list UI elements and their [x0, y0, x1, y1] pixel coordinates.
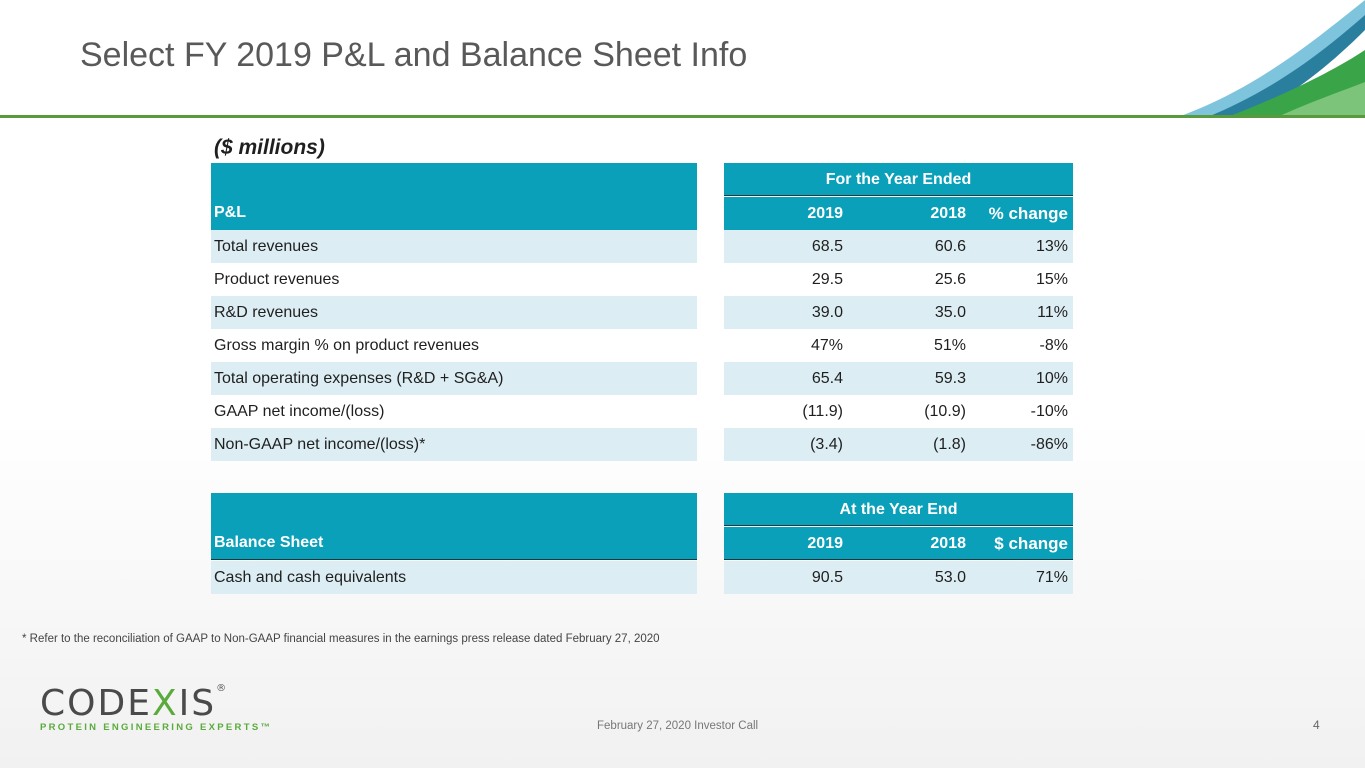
footnote: * Refer to the reconciliation of GAAP to…	[22, 633, 660, 645]
value-2019: (3.4)	[810, 436, 843, 453]
col-change: % change	[988, 204, 1068, 223]
value-2018: 53.0	[934, 569, 966, 586]
bs-header-left: Balance Sheet	[211, 493, 697, 560]
table-row-label: Product revenues	[214, 271, 340, 288]
bs-group-header: At the Year End	[839, 501, 958, 518]
col-change: $ change	[994, 534, 1068, 553]
value-2018: 25.6	[934, 271, 966, 288]
value-2019: 39.0	[811, 304, 843, 321]
table-row-label: Total revenues	[211, 230, 697, 263]
table-row-values: 90.5 53.0 71%	[724, 561, 1073, 594]
table-row-values: (3.4) (1.8) -86%	[724, 428, 1073, 461]
table-row-label: Total operating expenses (R&D + SG&A)	[211, 362, 697, 395]
value-change: 71%	[1035, 569, 1068, 586]
table-row-label: Cash and cash equivalents	[211, 561, 697, 594]
col-2018: 2018	[930, 205, 966, 222]
value-change: 10%	[1035, 370, 1068, 387]
table-row-label: Gross margin % on product revenues	[214, 337, 480, 354]
value-2018: 59.3	[934, 370, 966, 387]
value-2018: 35.0	[934, 304, 966, 321]
title-divider	[0, 115, 1365, 118]
table-row-label: R&D revenues	[211, 296, 697, 329]
codexis-logo: CODEXIS® PROTEIN ENGINEERING EXPERTS™	[40, 683, 273, 733]
bs-label: Balance Sheet	[214, 534, 324, 551]
value-2018: (1.8)	[933, 436, 966, 453]
value-2019: 68.5	[811, 238, 843, 255]
col-2018: 2018	[930, 535, 966, 552]
value-2019: (11.9)	[802, 403, 843, 420]
value-change: 15%	[1035, 271, 1068, 288]
value-2019: 90.5	[811, 569, 843, 586]
logo-tagline: PROTEIN ENGINEERING EXPERTS™	[40, 722, 273, 733]
value-change: -86%	[1030, 436, 1068, 453]
units-label: ($ millions)	[214, 136, 325, 159]
col-2019: 2019	[807, 535, 843, 552]
value-change: -8%	[1039, 337, 1068, 354]
page-number: 4	[1313, 718, 1320, 732]
value-change: -10%	[1030, 403, 1068, 420]
table-row-values: 47% 51% -8%	[724, 329, 1073, 362]
value-2018: 51%	[933, 337, 966, 354]
col-2019: 2019	[807, 205, 843, 222]
table-row-values: 68.5 60.6 13%	[724, 230, 1073, 263]
footer-date: February 27, 2020 Investor Call	[597, 720, 759, 732]
value-2019: 47%	[810, 337, 843, 354]
value-change: 13%	[1035, 238, 1068, 255]
table-row-values: (11.9) (10.9) -10%	[724, 395, 1073, 428]
value-2018: 60.6	[934, 238, 966, 255]
pl-label: P&L	[214, 204, 246, 221]
value-2018: (10.9)	[924, 403, 966, 420]
value-change: 11%	[1037, 304, 1068, 321]
table-row-values: 39.0 35.0 11%	[724, 296, 1073, 329]
table-row-values: 29.5 25.6 15%	[724, 263, 1073, 296]
pl-group-header: For the Year Ended	[825, 171, 972, 188]
table-row-label: Non-GAAP net income/(loss)*	[211, 428, 697, 461]
table-row-label: GAAP net income/(loss)	[214, 403, 385, 420]
decorative-swoosh	[1175, 0, 1365, 118]
value-2019: 29.5	[811, 271, 843, 288]
pl-header-left: P&L	[211, 163, 697, 230]
table-row-values: 65.4 59.3 10%	[724, 362, 1073, 395]
slide-title: Select FY 2019 P&L and Balance Sheet Inf…	[80, 36, 748, 74]
value-2019: 65.4	[811, 370, 843, 387]
